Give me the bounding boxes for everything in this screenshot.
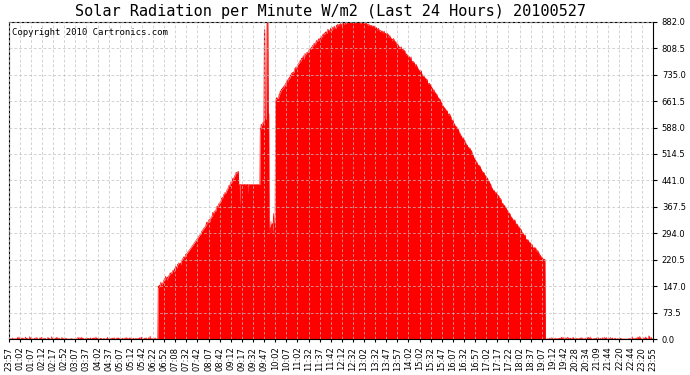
Text: Copyright 2010 Cartronics.com: Copyright 2010 Cartronics.com [12,28,168,37]
Title: Solar Radiation per Minute W/m2 (Last 24 Hours) 20100527: Solar Radiation per Minute W/m2 (Last 24… [75,4,586,19]
